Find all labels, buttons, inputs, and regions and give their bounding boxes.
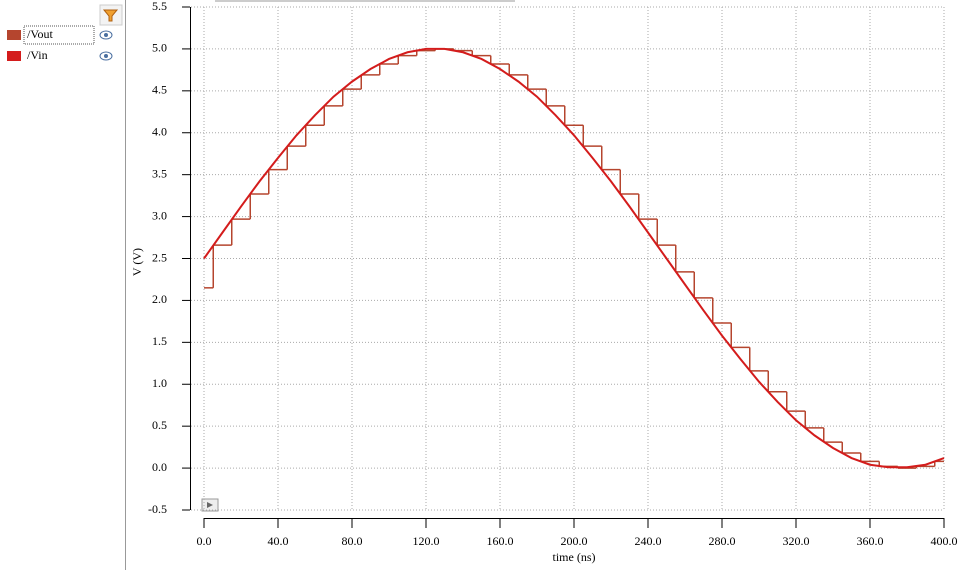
filter-icon[interactable]	[99, 4, 123, 26]
y-tick-label: 5.0	[152, 41, 167, 55]
y-tick-label: 4.5	[152, 83, 167, 97]
play-icon[interactable]	[201, 498, 219, 512]
visibility-pupil	[104, 54, 108, 58]
legend-swatch[interactable]	[7, 30, 21, 40]
play-glyph	[207, 502, 213, 508]
y-tick-label: -0.5	[148, 502, 167, 516]
x-tick-label: 0.0	[197, 534, 212, 548]
scroll-bar[interactable]	[215, 0, 515, 2]
visibility-pupil	[104, 33, 108, 37]
legend-focus	[23, 25, 95, 45]
y-axis-label: V (V)	[130, 248, 144, 276]
x-tick-label: 40.0	[268, 534, 289, 548]
y-tick-label: 3.0	[152, 208, 167, 222]
y-tick-label: 0.0	[152, 460, 167, 474]
legend-swatch[interactable]	[7, 51, 21, 61]
y-tick-label: 5.5	[152, 0, 167, 13]
x-tick-label: 200.0	[561, 534, 588, 548]
y-tick-label: 3.5	[152, 166, 167, 180]
y-tick-label: 1.5	[152, 334, 167, 348]
legend-label[interactable]: /Vin	[27, 48, 48, 62]
series-line	[203, 47, 945, 469]
x-tick-label: 280.0	[709, 534, 736, 548]
x-tick-label: 160.0	[487, 534, 514, 548]
y-tick-label: 0.5	[152, 418, 167, 432]
x-tick-label: 400.0	[931, 534, 958, 548]
x-tick-label: 80.0	[342, 534, 363, 548]
x-tick-label: 320.0	[783, 534, 810, 548]
filter-glyph	[102, 9, 119, 22]
x-tick-label: 360.0	[857, 534, 884, 548]
x-axis-label: time (ns)	[553, 550, 596, 564]
legend-label[interactable]: /Vout	[27, 27, 53, 41]
y-tick-label: 2.0	[152, 292, 167, 306]
x-tick-label: 120.0	[413, 534, 440, 548]
y-tick-label: 1.0	[152, 376, 167, 390]
x-tick-label: 240.0	[635, 534, 662, 548]
y-tick-label: 2.5	[152, 250, 167, 264]
y-tick-label: 4.0	[152, 125, 167, 139]
